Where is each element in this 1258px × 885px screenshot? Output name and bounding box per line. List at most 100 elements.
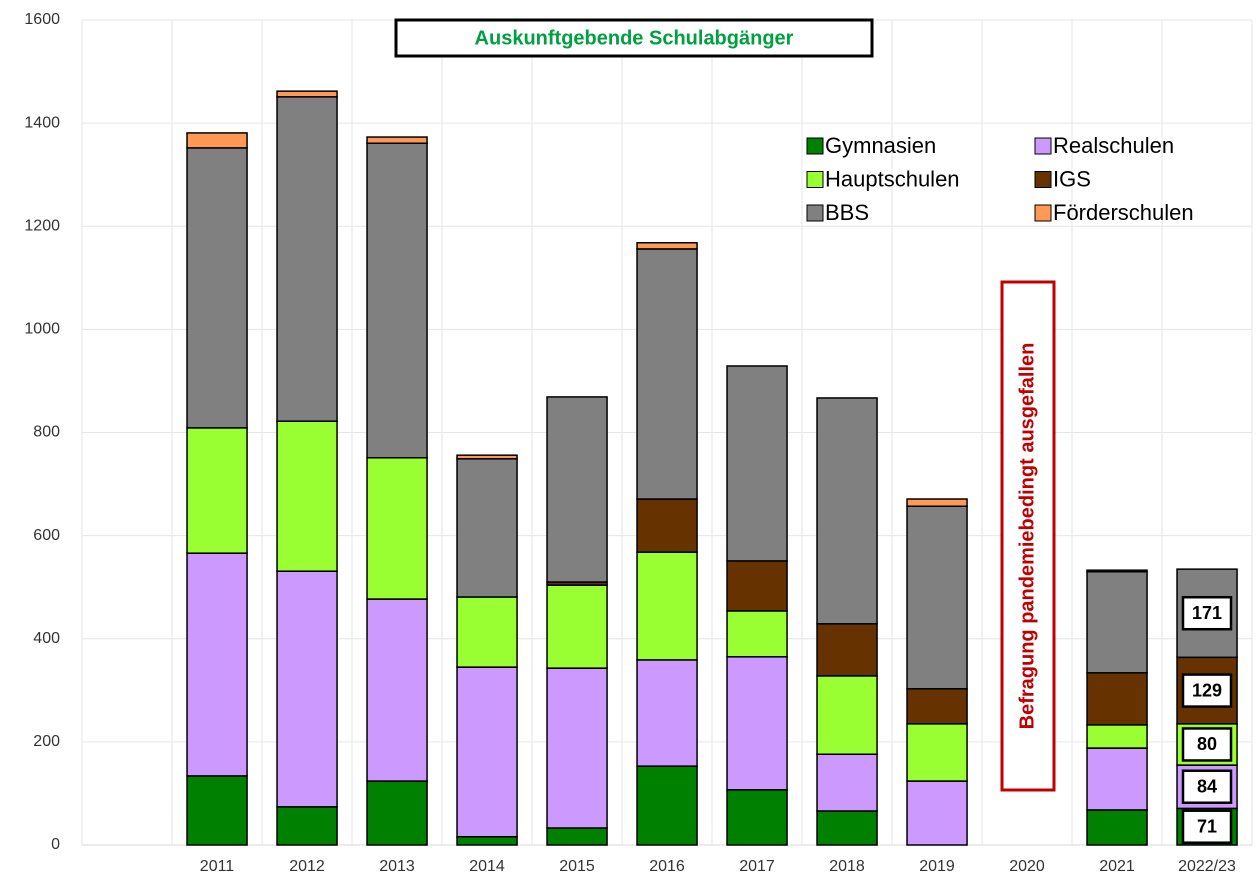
x-tick-label: 2018 (829, 858, 865, 875)
bar-segment (1086, 809, 1148, 846)
bar-segment (276, 420, 338, 572)
bar-segment (1086, 570, 1148, 674)
bar-segment (456, 666, 518, 838)
bar-segment (1086, 569, 1148, 573)
bar-segment (906, 505, 968, 690)
bar-segment (1086, 672, 1148, 726)
bar-segment (186, 427, 248, 554)
bar-segment (456, 454, 518, 460)
data-label-box (1181, 673, 1233, 708)
bar-segment (186, 147, 248, 429)
bar-segment (816, 753, 878, 812)
legend-swatch (806, 171, 824, 188)
legend-label: BBS (825, 200, 869, 225)
bar-segment (366, 142, 428, 459)
y-tick-label: 600 (33, 527, 60, 544)
x-tick-label: 2021 (1099, 858, 1135, 875)
y-tick-label: 1400 (24, 114, 60, 131)
legend-swatch (806, 137, 824, 155)
bar-segment (906, 688, 968, 725)
y-tick-label: 0 (51, 836, 60, 853)
annotation-box (1000, 280, 1056, 792)
legend-label: Realschulen (1053, 133, 1174, 158)
bar-segment (636, 765, 698, 846)
bar-segment (366, 598, 428, 782)
bar-segment (186, 132, 248, 149)
bar-segment (546, 584, 608, 669)
bar-segment (906, 723, 968, 782)
bar-segment (726, 789, 788, 846)
bar-segment (726, 365, 788, 562)
y-tick-label: 400 (33, 630, 60, 647)
bar-segment (546, 667, 608, 829)
bar-segment (906, 498, 968, 507)
bar-segment (276, 90, 338, 98)
bar-segment (276, 96, 338, 422)
data-label: 71 (1197, 816, 1217, 836)
data-label: 80 (1197, 734, 1217, 754)
y-tick-label: 1200 (24, 217, 60, 234)
data-label: 171 (1192, 603, 1222, 623)
y-tick-label: 1000 (24, 321, 60, 338)
bar-segment (636, 659, 698, 767)
bar-segment (456, 836, 518, 846)
bar-segment (456, 596, 518, 668)
bar-segment (816, 397, 878, 625)
bar-segment (1086, 747, 1148, 811)
legend: Gymnasien Realschulen Hauptschulen IGS BBS Fö… (806, 133, 1194, 225)
data-label: 84 (1197, 776, 1217, 796)
legend-label: Hauptschulen (825, 166, 960, 191)
bar-segment (186, 552, 248, 777)
x-tick-label: 2012 (289, 858, 325, 875)
legend-swatch (1034, 204, 1052, 222)
bar-segment (366, 780, 428, 846)
bar-segment (366, 457, 428, 600)
data-label-box (1181, 809, 1233, 844)
plot: 0 200 400 600 800 1000 1200 1400 1600 2011 2012 201… (24, 11, 1253, 875)
bar-segment (276, 570, 338, 808)
bar-segment (726, 610, 788, 658)
x-tick-label: 2020 (1009, 858, 1045, 875)
bar-segment (636, 242, 698, 250)
bar-segment (816, 623, 878, 677)
bar-segment (816, 810, 878, 846)
bar-segment (726, 656, 788, 791)
x-tick-label: 2017 (739, 858, 775, 875)
legend-label: Gymnasien (825, 133, 936, 158)
bar-segment (636, 498, 698, 553)
data-label-box (1181, 595, 1233, 631)
data-label-box (1181, 727, 1233, 762)
bar-segment (906, 780, 968, 846)
legend-swatch (806, 204, 824, 222)
x-tick-label: 2011 (200, 858, 235, 875)
bar-segment (276, 806, 338, 846)
x-tick-label: 2013 (379, 858, 415, 875)
legend-swatch (1034, 171, 1052, 188)
bar-segment (816, 675, 878, 755)
y-tick-label: 1600 (24, 11, 60, 28)
x-tick-label: 2022/23 (1178, 858, 1236, 875)
bar-segment (186, 775, 248, 846)
y-tick-label: 800 (33, 424, 60, 441)
bar-segment (726, 560, 788, 612)
annotation: Befragung pandemiebedingt ausgefallen (1016, 343, 1038, 730)
chart-title: Auskunftgebende Schulabgänger (475, 27, 794, 49)
data-label-box (1181, 769, 1233, 804)
legend-swatch (1034, 137, 1052, 155)
title-box (394, 18, 874, 58)
data-label: 129 (1192, 680, 1222, 700)
bar-segment (1086, 724, 1148, 749)
bar-segment (636, 551, 698, 661)
x-tick-label: 2015 (559, 858, 595, 875)
bar-segment (366, 136, 428, 144)
y-tick-label: 200 (33, 733, 60, 750)
legend-label: IGS (1053, 166, 1091, 191)
bar-segment (546, 827, 608, 846)
bar-segment (546, 396, 608, 583)
x-tick-label: 2016 (649, 858, 685, 875)
bar-segment (456, 458, 518, 598)
x-tick-label: 2014 (469, 858, 505, 875)
x-tick-label: 2019 (919, 858, 955, 875)
bar-segment (636, 248, 698, 500)
